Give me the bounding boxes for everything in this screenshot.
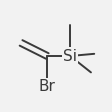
Text: Br: Br <box>39 79 56 94</box>
Text: Si: Si <box>63 48 77 64</box>
